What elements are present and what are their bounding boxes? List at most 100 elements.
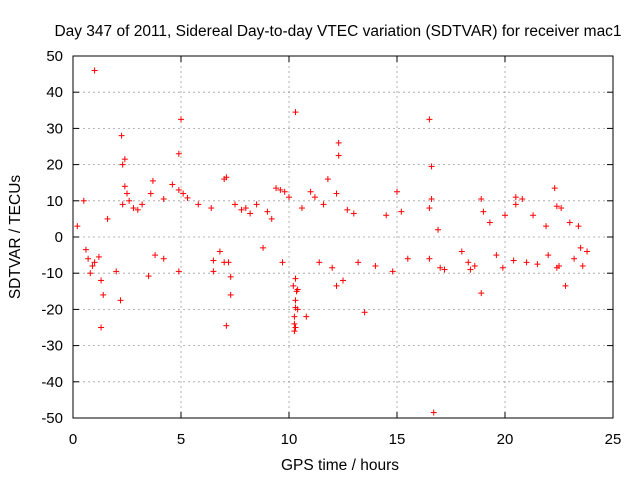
- data-point: [124, 190, 130, 197]
- data-point: [210, 268, 217, 275]
- data-point: [80, 197, 87, 204]
- data-point: [260, 244, 267, 251]
- data-point: [543, 223, 550, 230]
- data-point: [126, 197, 133, 204]
- y-tick-label: 20: [46, 157, 63, 174]
- y-tick-label: -20: [41, 301, 63, 318]
- data-point: [292, 324, 299, 331]
- data-point: [584, 248, 591, 255]
- data-point: [117, 297, 124, 304]
- x-tick-label: 20: [497, 431, 514, 448]
- data-point: [344, 206, 351, 213]
- x-tick-label: 0: [69, 431, 77, 448]
- x-tick-label: 15: [389, 431, 406, 448]
- data-point: [279, 259, 286, 266]
- data-point: [430, 409, 437, 416]
- data-point: [195, 201, 202, 208]
- data-point: [350, 210, 357, 217]
- data-point: [273, 185, 280, 192]
- data-point: [281, 188, 288, 195]
- data-point: [545, 252, 552, 259]
- data-point: [175, 150, 182, 157]
- data-point: [160, 255, 167, 262]
- y-tick-label: -10: [41, 265, 63, 282]
- data-point: [458, 248, 465, 255]
- data-point: [523, 259, 530, 266]
- data-point: [238, 206, 245, 213]
- data-point: [303, 313, 310, 320]
- data-point: [152, 252, 159, 259]
- data-point: [178, 116, 184, 123]
- data-point: [553, 203, 560, 210]
- data-point: [478, 195, 485, 202]
- data-point: [98, 277, 105, 284]
- data-point: [291, 328, 298, 335]
- data-point: [316, 259, 323, 266]
- data-point: [82, 246, 89, 253]
- data-point: [223, 322, 230, 329]
- data-point: [139, 201, 146, 208]
- data-point: [486, 219, 493, 226]
- data-point: [268, 215, 275, 222]
- data-point: [383, 212, 390, 219]
- data-point: [426, 116, 433, 123]
- data-point: [562, 282, 569, 289]
- data-point: [169, 181, 176, 188]
- data-point: [87, 270, 94, 277]
- data-point: [428, 195, 435, 202]
- data-point: [372, 262, 379, 269]
- data-point: [530, 212, 537, 219]
- data-point: [208, 205, 215, 212]
- data-point: [95, 253, 102, 260]
- y-axis-label: SDTVAR / TECUs: [7, 175, 24, 300]
- data-point: [223, 174, 230, 181]
- data-point: [104, 215, 111, 222]
- data-point: [118, 132, 125, 139]
- x-axis-label: GPS time / hours: [281, 457, 399, 474]
- data-point: [566, 219, 573, 226]
- data-point: [467, 266, 474, 273]
- y-tick-label: 10: [46, 193, 63, 210]
- data-point: [333, 190, 340, 197]
- data-point: [558, 205, 565, 212]
- x-tick-label: 25: [605, 431, 622, 448]
- data-point: [551, 185, 558, 192]
- data-point: [294, 306, 301, 313]
- data-point: [221, 259, 228, 266]
- data-point: [499, 264, 506, 271]
- data-point: [298, 205, 305, 212]
- data-point: [232, 201, 238, 208]
- data-point: [324, 176, 331, 183]
- data-point: [290, 282, 297, 289]
- y-tick-label: 0: [55, 229, 63, 246]
- data-point: [335, 152, 342, 159]
- chart-title: Day 347 of 2011, Sidereal Day-to-day VTE…: [54, 23, 621, 40]
- data-point: [394, 188, 400, 195]
- data-point: [242, 205, 249, 212]
- data-point: [502, 212, 508, 219]
- data-point: [534, 261, 541, 268]
- data-point: [130, 205, 137, 212]
- data-point: [519, 195, 526, 202]
- data-point: [291, 313, 298, 320]
- y-tick-label: -50: [41, 410, 63, 427]
- data-point: [216, 248, 223, 255]
- data-point: [253, 201, 260, 208]
- data-point: [175, 268, 182, 275]
- data-point: [480, 208, 487, 215]
- data-point: [291, 320, 298, 327]
- data-point: [134, 206, 141, 213]
- data-point: [426, 205, 433, 212]
- data-point: [149, 177, 156, 184]
- y-tick-label: 30: [46, 120, 63, 137]
- data-point: [435, 226, 442, 233]
- data-point: [579, 262, 586, 269]
- data-point: [355, 259, 362, 266]
- data-point: [210, 257, 217, 264]
- data-point: [121, 183, 128, 190]
- data-point: [74, 223, 81, 230]
- data-point: [389, 268, 396, 275]
- data-point: [404, 255, 411, 262]
- data-point: [398, 208, 405, 215]
